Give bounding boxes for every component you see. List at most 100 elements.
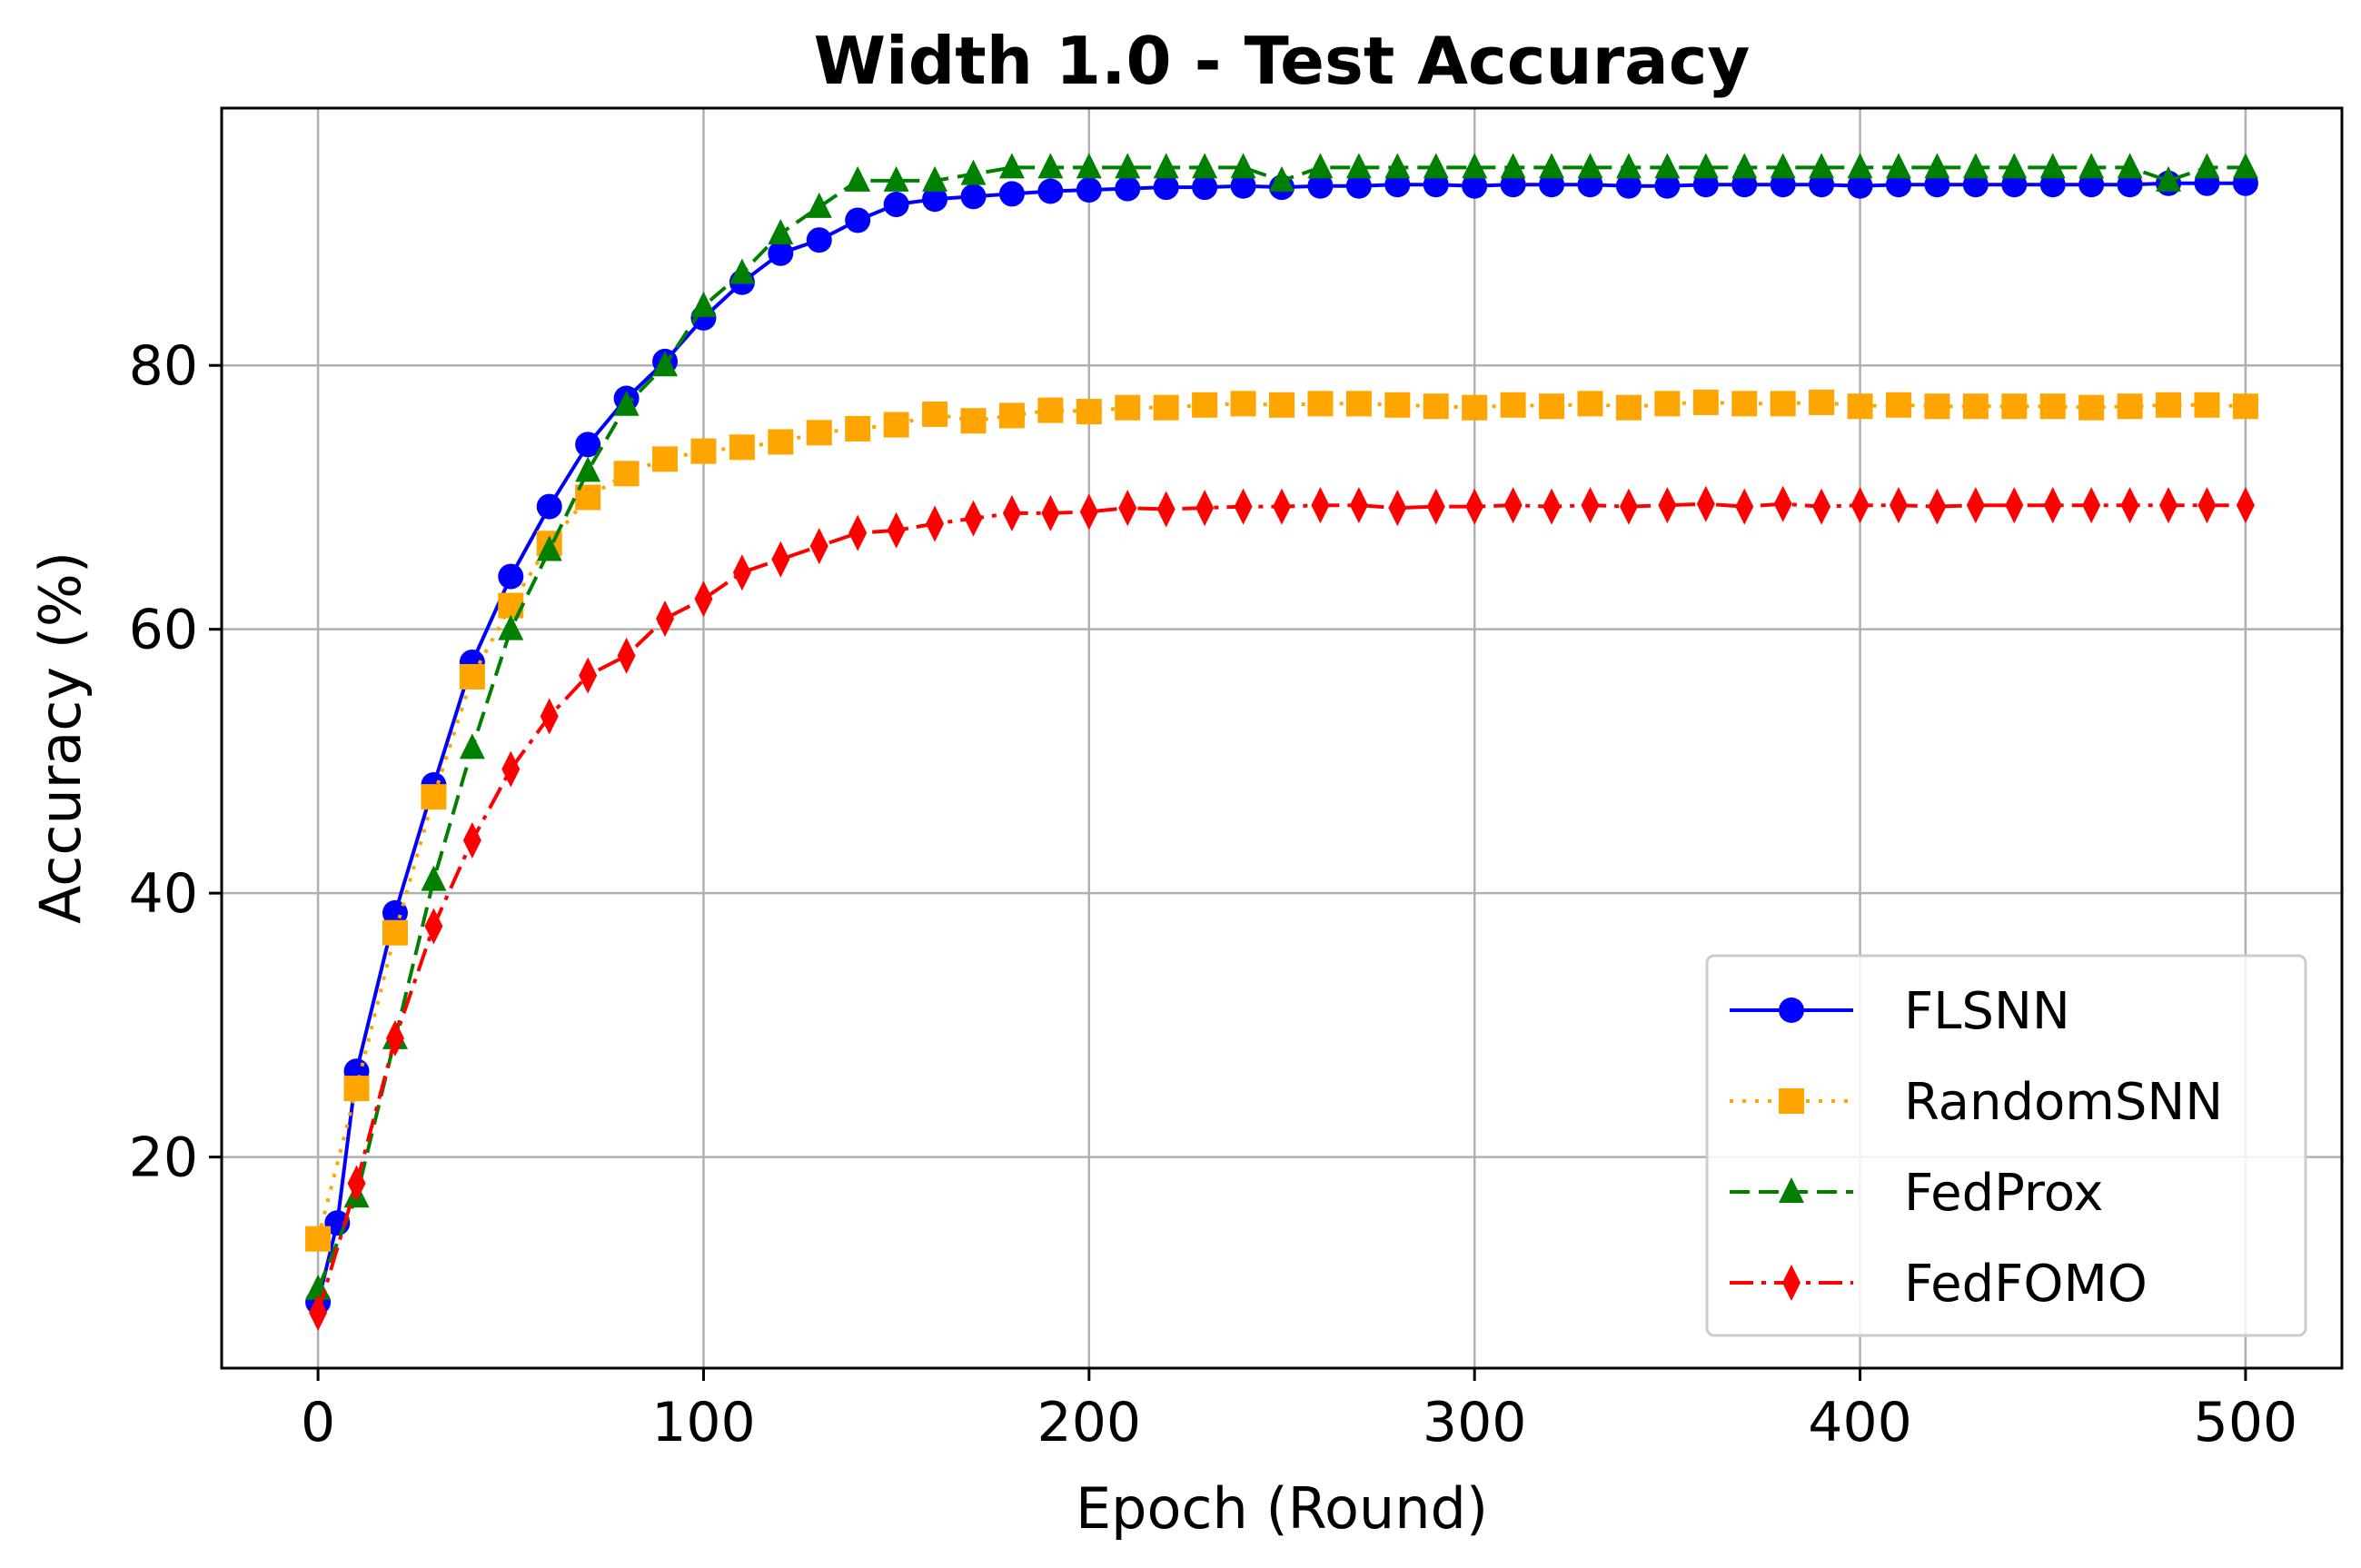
data-point bbox=[1735, 488, 1754, 525]
data-point bbox=[1345, 391, 1372, 417]
y-tick-label: 40 bbox=[129, 862, 198, 926]
data-point bbox=[1770, 153, 1796, 179]
data-point bbox=[1658, 487, 1677, 524]
data-point bbox=[1615, 153, 1642, 179]
x-axis-label: Epoch (Round) bbox=[1076, 1475, 1488, 1542]
data-point bbox=[960, 408, 987, 434]
data-point bbox=[540, 698, 559, 735]
data-point bbox=[2159, 487, 2178, 524]
data-point bbox=[2232, 153, 2258, 179]
data-point bbox=[1192, 392, 1218, 418]
data-point bbox=[1539, 153, 1565, 179]
data-point bbox=[1037, 153, 1064, 179]
data-point bbox=[343, 1076, 370, 1102]
data-point bbox=[1577, 391, 1603, 417]
data-point bbox=[1423, 153, 1449, 179]
legend-item-randomsnn: RandomSNN bbox=[1730, 1073, 2223, 1132]
data-point bbox=[1076, 399, 1102, 425]
data-point bbox=[732, 554, 751, 591]
data-point bbox=[922, 165, 948, 192]
data-point bbox=[1966, 487, 1985, 524]
data-point bbox=[1079, 493, 1098, 531]
data-point bbox=[1153, 394, 1179, 421]
data-point bbox=[536, 535, 562, 561]
data-point bbox=[1462, 173, 1488, 199]
data-point bbox=[1503, 487, 1523, 524]
data-point bbox=[998, 181, 1025, 207]
data-point bbox=[690, 438, 717, 464]
data-point bbox=[575, 456, 601, 482]
data-point bbox=[424, 908, 443, 945]
data-point bbox=[1500, 153, 1526, 179]
data-point bbox=[1847, 173, 1873, 199]
legend-item-fedfomo: FedFOMO bbox=[1730, 1255, 2148, 1314]
data-point bbox=[2120, 487, 2139, 524]
data-point bbox=[498, 614, 524, 640]
data-point bbox=[1269, 165, 1295, 192]
data-point bbox=[385, 1019, 404, 1057]
data-point bbox=[2197, 487, 2217, 524]
data-point bbox=[1462, 153, 1488, 179]
data-point bbox=[1847, 393, 1873, 420]
data-point bbox=[883, 412, 909, 438]
data-point bbox=[575, 432, 601, 458]
data-point bbox=[694, 581, 713, 618]
legend-item-fedprox: FedProx bbox=[1730, 1164, 2103, 1223]
data-point bbox=[1307, 173, 1334, 199]
data-point bbox=[1230, 391, 1256, 417]
data-point bbox=[1388, 490, 1407, 527]
data-point bbox=[1384, 153, 1411, 179]
data-point bbox=[1654, 153, 1681, 179]
data-point bbox=[462, 822, 481, 859]
data-point bbox=[1462, 394, 1488, 421]
data-point bbox=[1809, 389, 1835, 415]
x-tick-label: 100 bbox=[651, 1391, 756, 1454]
data-point bbox=[1234, 488, 1253, 525]
data-point bbox=[1307, 391, 1334, 417]
data-point bbox=[1115, 394, 1141, 421]
data-point bbox=[2194, 392, 2220, 418]
data-point bbox=[806, 192, 832, 218]
series-fedfomo bbox=[309, 485, 2255, 1332]
data-point bbox=[1192, 153, 1218, 179]
data-point bbox=[768, 218, 794, 244]
data-point bbox=[1115, 153, 1141, 179]
data-point bbox=[2043, 487, 2062, 524]
data-point bbox=[845, 207, 871, 233]
data-point bbox=[2236, 487, 2255, 524]
series-layer bbox=[305, 153, 2258, 1332]
data-point bbox=[883, 192, 909, 218]
plot-frame bbox=[220, 106, 2344, 1370]
data-point bbox=[1543, 488, 1562, 525]
data-point bbox=[1654, 391, 1681, 417]
data-point bbox=[1153, 174, 1179, 201]
data-point bbox=[1962, 393, 1989, 420]
data-point bbox=[382, 899, 408, 926]
data-point bbox=[1426, 488, 1445, 525]
data-point bbox=[1850, 487, 1870, 524]
data-point bbox=[2005, 487, 2024, 524]
data-point bbox=[579, 657, 598, 694]
data-point bbox=[536, 493, 562, 520]
y-tick-label: 60 bbox=[129, 599, 198, 662]
data-point bbox=[690, 291, 717, 317]
data-point bbox=[2082, 487, 2101, 524]
data-point bbox=[1619, 488, 1638, 525]
data-point bbox=[2001, 393, 2028, 420]
data-point bbox=[1731, 153, 1758, 179]
data-point bbox=[1692, 153, 1719, 179]
data-point bbox=[613, 461, 640, 487]
series-line bbox=[316, 181, 2246, 1303]
data-point bbox=[1345, 173, 1372, 199]
y-tick-label: 80 bbox=[129, 334, 198, 398]
y-tick-label: 20 bbox=[129, 1126, 198, 1190]
data-point bbox=[806, 227, 832, 253]
data-point bbox=[768, 240, 794, 266]
data-point bbox=[729, 434, 755, 461]
data-point bbox=[845, 165, 871, 192]
x-tick-label: 300 bbox=[1423, 1391, 1527, 1454]
data-point bbox=[1311, 487, 1330, 524]
data-point bbox=[1037, 397, 1064, 423]
legend-marker bbox=[1779, 1088, 1804, 1114]
